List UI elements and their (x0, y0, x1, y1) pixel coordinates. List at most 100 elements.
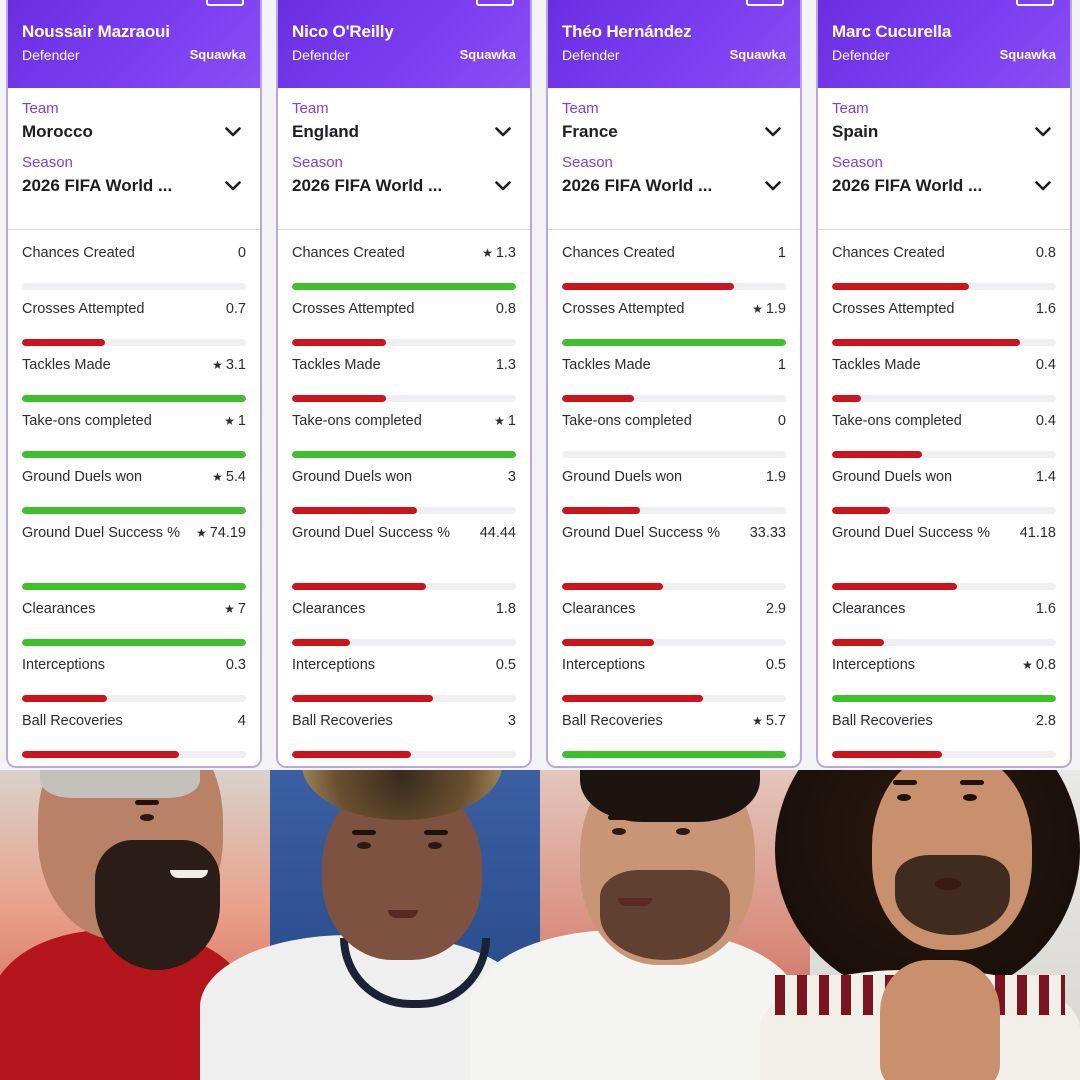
chevron-down-icon[interactable] (220, 122, 246, 142)
stat-bar-track (292, 451, 516, 458)
stat-label: Ground Duel Success % (562, 525, 720, 541)
stat-value-wrap: ★ 5.7 (752, 712, 786, 731)
compare-tab-icon[interactable] (746, 0, 784, 6)
star-icon: ★ (752, 714, 763, 728)
stat-value: 1.8 (495, 601, 516, 617)
stat-label: Take-ons completed (562, 413, 692, 429)
stat-bar-track (832, 507, 1056, 514)
stat-row-chances-created: Chances Created 0 (22, 244, 246, 300)
chevron-down-icon[interactable] (1030, 176, 1056, 196)
stat-value: 0.8 (495, 301, 516, 317)
season-select-value: 2026 FIFA World ... (22, 176, 173, 195)
stat-row-take-ons-completed: Take-ons completed ★ 1 (292, 412, 516, 468)
chevron-down-icon[interactable] (490, 122, 516, 142)
stat-bar-track (832, 339, 1056, 346)
stat-value: 74.19 (209, 525, 246, 541)
stat-value: 41.18 (1019, 525, 1056, 541)
stat-row-interceptions: Interceptions ★ 0.8 (832, 656, 1056, 712)
stat-value: 1 (777, 357, 786, 373)
chevron-down-icon[interactable] (490, 176, 516, 196)
stat-value-wrap: ★ 1 (494, 412, 516, 431)
team-select-label: Team (832, 100, 869, 117)
season-select-label: Season (562, 154, 613, 171)
brand-logo: Squawka (729, 47, 786, 62)
stat-value-wrap: 0.5 (496, 656, 516, 675)
stat-bar-fill (562, 751, 786, 758)
stats-list: Chances Created ★ 1.3 Crosses Attempted 0.8 T… (278, 230, 530, 766)
stat-bar-fill (832, 283, 969, 290)
stat-value: 0.5 (495, 657, 516, 673)
stat-label: Ground Duel Success % (292, 525, 450, 541)
season-select[interactable]: 2026 FIFA World ... (562, 171, 786, 201)
stat-label: Crosses Attempted (292, 301, 415, 317)
stat-row-ground-duels-won: Ground Duels won 1.4 (832, 468, 1056, 524)
stat-row-take-ons-completed: Take-ons completed 0.4 (832, 412, 1056, 468)
stat-row-ground-duels-won: Ground Duels won 1.9 (562, 468, 786, 524)
season-select-label: Season (22, 154, 73, 171)
stat-bar-fill (22, 639, 246, 646)
chevron-down-icon[interactable] (1030, 122, 1056, 142)
team-select-label: Team (292, 100, 329, 117)
stat-row-tackles-made: Tackles Made 1.3 (292, 356, 516, 412)
season-select[interactable]: 2026 FIFA World ... (292, 171, 516, 201)
stat-bar-track (562, 751, 786, 758)
compare-tab-icon[interactable] (1016, 0, 1054, 6)
season-select-label: Season (832, 154, 883, 171)
player-position: Defender (562, 47, 620, 63)
stat-bar-track (22, 283, 246, 290)
stat-bar-fill (832, 451, 922, 458)
team-select[interactable]: France (562, 117, 786, 147)
compare-tab-icon[interactable] (476, 0, 514, 6)
stat-label: Crosses Attempted (832, 301, 955, 317)
stat-label: Ball Recoveries (292, 713, 393, 729)
stat-value: 1.9 (765, 301, 786, 317)
team-select[interactable]: Spain (832, 117, 1056, 147)
stat-bar-fill (562, 695, 704, 702)
stat-bar-track (832, 639, 1056, 646)
stat-value: 1.6 (1035, 301, 1056, 317)
stat-value-wrap: 3 (508, 712, 516, 731)
player-position: Defender (832, 47, 890, 63)
stat-label: Chances Created (292, 245, 405, 261)
season-select-value: 2026 FIFA World ... (562, 176, 713, 195)
team-select[interactable]: England (292, 117, 516, 147)
stat-value-wrap: 44.44 (480, 524, 516, 543)
compare-tab-icon[interactable] (206, 0, 244, 6)
stat-value-wrap: 1.4 (1036, 468, 1056, 487)
stat-row-ground-duel-success-pct: Ground Duel Success % 41.18 (832, 524, 1056, 600)
stat-label: Ground Duels won (832, 469, 953, 485)
stat-row-ground-duel-success-pct: Ground Duel Success % ★ 74.19 (22, 524, 246, 600)
team-select[interactable]: Morocco (22, 117, 246, 147)
stat-value: 3.1 (225, 357, 246, 373)
player-name: Noussair Mazraoui (22, 22, 170, 41)
stat-bar-track (292, 507, 516, 514)
stat-value-wrap: 1.6 (1036, 600, 1056, 619)
season-select[interactable]: 2026 FIFA World ... (832, 171, 1056, 201)
player-card-mazraoui: Noussair Mazraoui Defender Squawka Team … (6, 0, 262, 768)
stat-bar-track (562, 395, 786, 402)
stat-value: 1 (777, 245, 786, 261)
chevron-down-icon[interactable] (220, 176, 246, 196)
season-select[interactable]: 2026 FIFA World ... (22, 171, 246, 201)
stat-value: 1.3 (495, 245, 516, 261)
stat-label: Ground Duel Success % (832, 525, 990, 541)
chevron-down-icon[interactable] (760, 176, 786, 196)
stat-bar-track (22, 583, 246, 590)
star-icon: ★ (1022, 658, 1033, 672)
chevron-down-icon[interactable] (760, 122, 786, 142)
stat-value-wrap: 0 (778, 412, 786, 431)
stat-value-wrap: ★ 7 (224, 600, 246, 619)
stat-value-wrap: 0 (238, 244, 246, 263)
stat-bar-track (22, 395, 246, 402)
stat-bar-track (22, 751, 246, 758)
stat-value: 4 (237, 713, 246, 729)
stat-value-wrap: 3 (508, 468, 516, 487)
stat-bar-track (562, 507, 786, 514)
stat-bar-fill (292, 283, 516, 290)
team-select-value: Morocco (22, 122, 93, 141)
stat-value-wrap: 0.7 (226, 300, 246, 319)
stat-bar-fill (562, 395, 634, 402)
stat-row-clearances: Clearances 1.8 (292, 600, 516, 656)
stat-value-wrap: ★ 1.3 (482, 244, 516, 263)
